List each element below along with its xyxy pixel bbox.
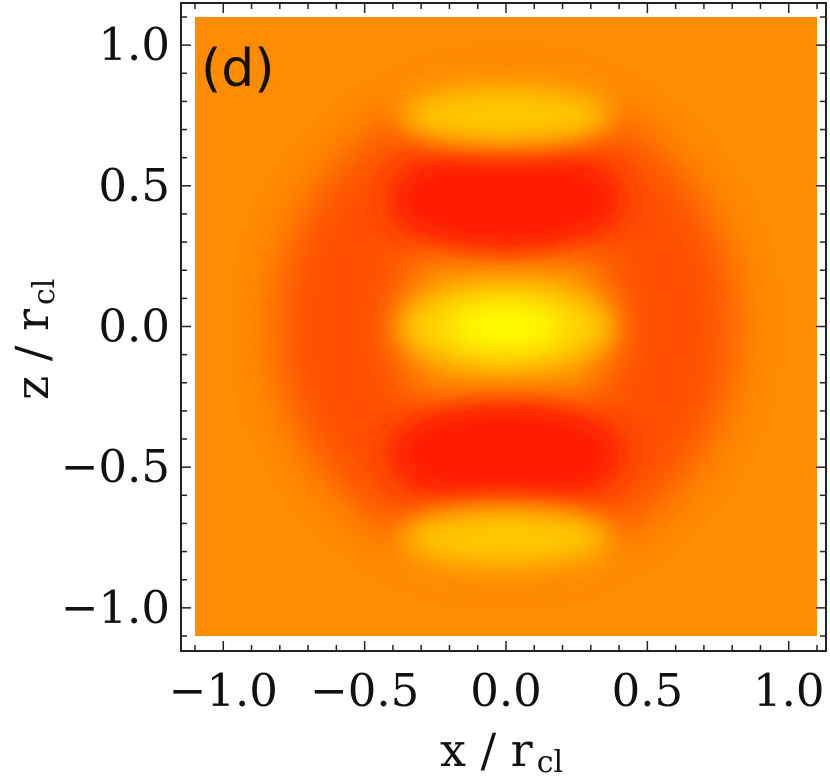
heatmap-outer-maximum-4 <box>398 503 614 572</box>
heatmap-outer-maximum-3 <box>398 81 614 150</box>
panel-label: (d) <box>201 39 275 99</box>
heatmap-central-maximum-0 <box>449 303 563 350</box>
y-tick-label: 1.0 <box>98 18 170 71</box>
y-axis-label: z / r cl <box>5 279 62 400</box>
axis-ticks <box>181 3 826 651</box>
x-axis-label-main: x / r <box>440 723 533 777</box>
x-tick-label: 0.5 <box>612 664 684 717</box>
y-tick-label: 0.5 <box>98 159 170 212</box>
y-axis-label-main: z / r <box>5 309 59 400</box>
heatmap-minimum-1 <box>387 143 625 257</box>
y-tick-label: −0.5 <box>61 440 170 493</box>
y-tick-label: −1.0 <box>61 581 170 634</box>
x-tick-label: −1.0 <box>169 664 278 717</box>
y-axis-label-sub: cl <box>27 279 62 305</box>
x-tick-label: 0.0 <box>470 664 542 717</box>
y-tick-label: 0.0 <box>98 300 170 353</box>
x-axis-label-sub: cl <box>537 745 563 778</box>
x-tick-label: −0.5 <box>310 664 419 717</box>
heatmap-minimum-2 <box>387 396 625 510</box>
axis-tick-labels: −1.0 −0.5 0.0 0.5 1.0 −1.0 −0.5 0.0 0.5 1.0 <box>61 18 825 717</box>
heatmap-field <box>195 17 817 636</box>
x-tick-label: 1.0 <box>753 664 825 717</box>
x-axis-label: x / r cl <box>440 723 563 778</box>
